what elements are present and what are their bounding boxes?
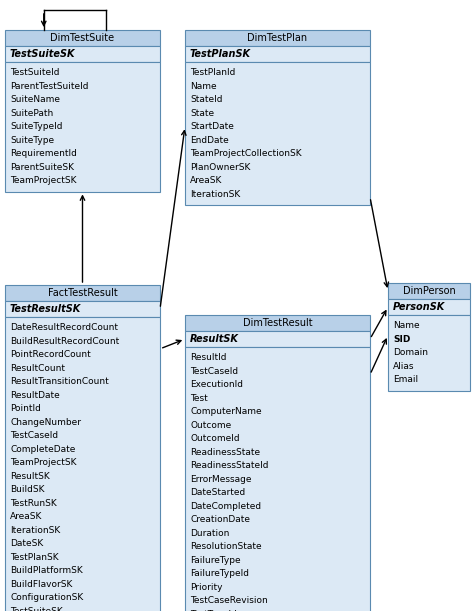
Text: DateSK: DateSK xyxy=(10,540,43,548)
Text: Name: Name xyxy=(393,321,420,331)
Bar xyxy=(185,46,370,62)
Text: TestCaseId: TestCaseId xyxy=(190,367,238,376)
Text: TestTypeId: TestTypeId xyxy=(190,610,237,611)
Text: TestCaseId: TestCaseId xyxy=(10,431,58,441)
Text: TestSuiteSK: TestSuiteSK xyxy=(10,607,63,611)
Bar xyxy=(185,331,370,347)
Text: AreaSK: AreaSK xyxy=(190,176,222,185)
Text: ExecutionId: ExecutionId xyxy=(190,380,243,389)
Text: PersonSK: PersonSK xyxy=(393,302,445,312)
Text: TestPlanSK: TestPlanSK xyxy=(190,49,251,59)
Text: ResultDate: ResultDate xyxy=(10,391,60,400)
Text: SuiteType: SuiteType xyxy=(10,136,54,145)
Text: ConfigurationSK: ConfigurationSK xyxy=(10,593,83,602)
Text: DateCompleted: DateCompleted xyxy=(190,502,261,511)
Text: SuiteName: SuiteName xyxy=(10,95,60,104)
Text: ResultSK: ResultSK xyxy=(190,334,239,344)
Text: TestRunSK: TestRunSK xyxy=(10,499,57,508)
Text: TestPlanId: TestPlanId xyxy=(190,68,236,77)
Text: Domain: Domain xyxy=(393,348,428,357)
Bar xyxy=(5,285,160,301)
Text: SuitePath: SuitePath xyxy=(10,109,53,118)
Text: PlanOwnerSK: PlanOwnerSK xyxy=(190,163,250,172)
Bar xyxy=(5,62,160,191)
Text: DimPerson: DimPerson xyxy=(403,286,455,296)
Text: StateId: StateId xyxy=(190,95,222,104)
Text: TestSuiteSK: TestSuiteSK xyxy=(10,49,76,59)
Text: ComputerName: ComputerName xyxy=(190,408,262,416)
Text: IterationSK: IterationSK xyxy=(190,190,240,199)
Bar xyxy=(185,62,370,205)
Text: ResultCount: ResultCount xyxy=(10,364,65,373)
Bar xyxy=(5,30,160,46)
Text: ParentSuiteSK: ParentSuiteSK xyxy=(10,163,74,172)
Bar xyxy=(5,46,160,62)
Bar xyxy=(185,315,370,331)
Text: StartDate: StartDate xyxy=(190,122,234,131)
Text: PointId: PointId xyxy=(10,404,41,413)
Text: ResultSK: ResultSK xyxy=(10,472,50,481)
Text: ResolutionState: ResolutionState xyxy=(190,542,262,551)
Text: TestResultSK: TestResultSK xyxy=(10,304,81,314)
Text: ParentTestSuiteId: ParentTestSuiteId xyxy=(10,82,88,91)
Bar xyxy=(388,283,470,299)
Text: EndDate: EndDate xyxy=(190,136,229,145)
Text: BuildResultRecordCount: BuildResultRecordCount xyxy=(10,337,119,346)
Text: Duration: Duration xyxy=(190,529,229,538)
Text: CompleteDate: CompleteDate xyxy=(10,445,75,454)
Text: FailureType: FailureType xyxy=(190,556,241,565)
Text: TestSuiteId: TestSuiteId xyxy=(10,68,60,77)
Text: State: State xyxy=(190,109,214,118)
Text: CreationDate: CreationDate xyxy=(190,515,250,524)
Text: Name: Name xyxy=(190,82,217,91)
Text: TestPlanSK: TestPlanSK xyxy=(10,553,59,562)
Text: TeamProjectCollectionSK: TeamProjectCollectionSK xyxy=(190,149,302,158)
Text: ChangeNumber: ChangeNumber xyxy=(10,418,81,426)
Text: ResultId: ResultId xyxy=(190,353,227,362)
Text: DateResultRecordCount: DateResultRecordCount xyxy=(10,323,118,332)
Text: ReadinessState: ReadinessState xyxy=(190,448,260,457)
Text: DimTestSuite: DimTestSuite xyxy=(51,33,114,43)
Text: DimTestPlan: DimTestPlan xyxy=(247,33,307,43)
Text: BuildFlavorSK: BuildFlavorSK xyxy=(10,580,72,589)
Text: Priority: Priority xyxy=(190,583,222,591)
Text: Alias: Alias xyxy=(393,362,414,371)
Text: FactTestResult: FactTestResult xyxy=(48,288,117,298)
Text: ResultTransitionCount: ResultTransitionCount xyxy=(10,377,109,386)
Text: DateStarted: DateStarted xyxy=(190,488,245,497)
Text: TestCaseRevision: TestCaseRevision xyxy=(190,596,268,606)
Text: PointRecordCount: PointRecordCount xyxy=(10,350,91,359)
Text: DimTestResult: DimTestResult xyxy=(243,318,312,328)
Text: AreaSK: AreaSK xyxy=(10,512,43,521)
Text: FailureTypeId: FailureTypeId xyxy=(190,569,249,578)
Text: IterationSK: IterationSK xyxy=(10,525,60,535)
Text: TeamProjectSK: TeamProjectSK xyxy=(10,176,77,185)
Text: TeamProjectSK: TeamProjectSK xyxy=(10,458,77,467)
Bar xyxy=(5,301,160,317)
Text: Email: Email xyxy=(393,375,418,384)
Bar xyxy=(185,30,370,46)
Bar xyxy=(5,317,160,611)
Bar xyxy=(185,347,370,611)
Text: ErrorMessage: ErrorMessage xyxy=(190,475,252,484)
Text: ReadinessStateId: ReadinessStateId xyxy=(190,461,269,470)
Text: SID: SID xyxy=(393,335,411,344)
Text: Test: Test xyxy=(190,393,208,403)
Bar xyxy=(388,299,470,315)
Bar xyxy=(388,315,470,390)
Text: BuildSK: BuildSK xyxy=(10,485,44,494)
Text: Outcome: Outcome xyxy=(190,421,231,430)
Text: RequirementId: RequirementId xyxy=(10,149,77,158)
Text: BuildPlatformSK: BuildPlatformSK xyxy=(10,566,83,575)
Text: SuiteTypeId: SuiteTypeId xyxy=(10,122,62,131)
Text: OutcomeId: OutcomeId xyxy=(190,434,240,443)
